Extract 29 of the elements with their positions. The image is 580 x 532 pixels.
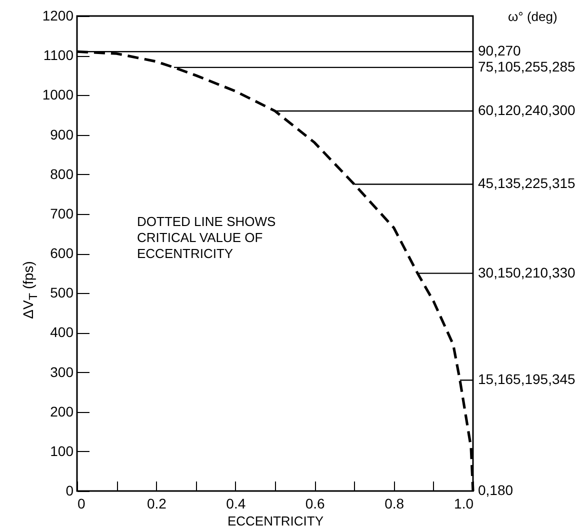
- y-tick-label: 400: [50, 324, 74, 340]
- y-tick-label: 200: [50, 403, 74, 420]
- y-tick-label: 600: [50, 245, 74, 261]
- series-label: 30,150,210,330: [478, 264, 576, 280]
- x-tick-label: 0.8: [384, 496, 404, 512]
- x-tick-label: 0.4: [226, 496, 246, 512]
- series-label: 45,135,225,315: [478, 175, 576, 192]
- annotation: 0,180: [478, 482, 514, 498]
- series-label: 15,165,195,345: [478, 371, 576, 388]
- y-tick-label: 500: [50, 284, 74, 301]
- annotation: DOTTED LINE SHOWS CRITICAL VALUE OF ECCENTRICITY: [137, 214, 276, 261]
- x-tick-label: 0: [78, 496, 86, 512]
- text: ω° (deg): [508, 9, 558, 24]
- series-label: 90,270: [478, 42, 522, 59]
- x-tick-label: 0.2: [146, 496, 167, 512]
- x-axis-title: ECCENTRICITY: [227, 514, 324, 528]
- y-tick-label: 1200: [42, 8, 74, 24]
- y-tick-label: 900: [50, 126, 74, 142]
- series-label: 75,105,255,285: [478, 58, 576, 74]
- y-tick-label: 700: [50, 205, 74, 222]
- y-tick-label: 1000: [42, 86, 74, 103]
- y-tick-label: 800: [50, 166, 74, 182]
- series-label: 60,120,240,300: [478, 102, 576, 118]
- y-tick-label: 1100: [43, 47, 74, 64]
- y-tick-label: 100: [50, 442, 74, 459]
- y-tick-label: 0: [66, 482, 74, 498]
- x-tick-label: 1.0: [454, 496, 474, 512]
- x-tick-label: 0.6: [305, 496, 326, 512]
- y-tick-label: 300: [50, 364, 74, 380]
